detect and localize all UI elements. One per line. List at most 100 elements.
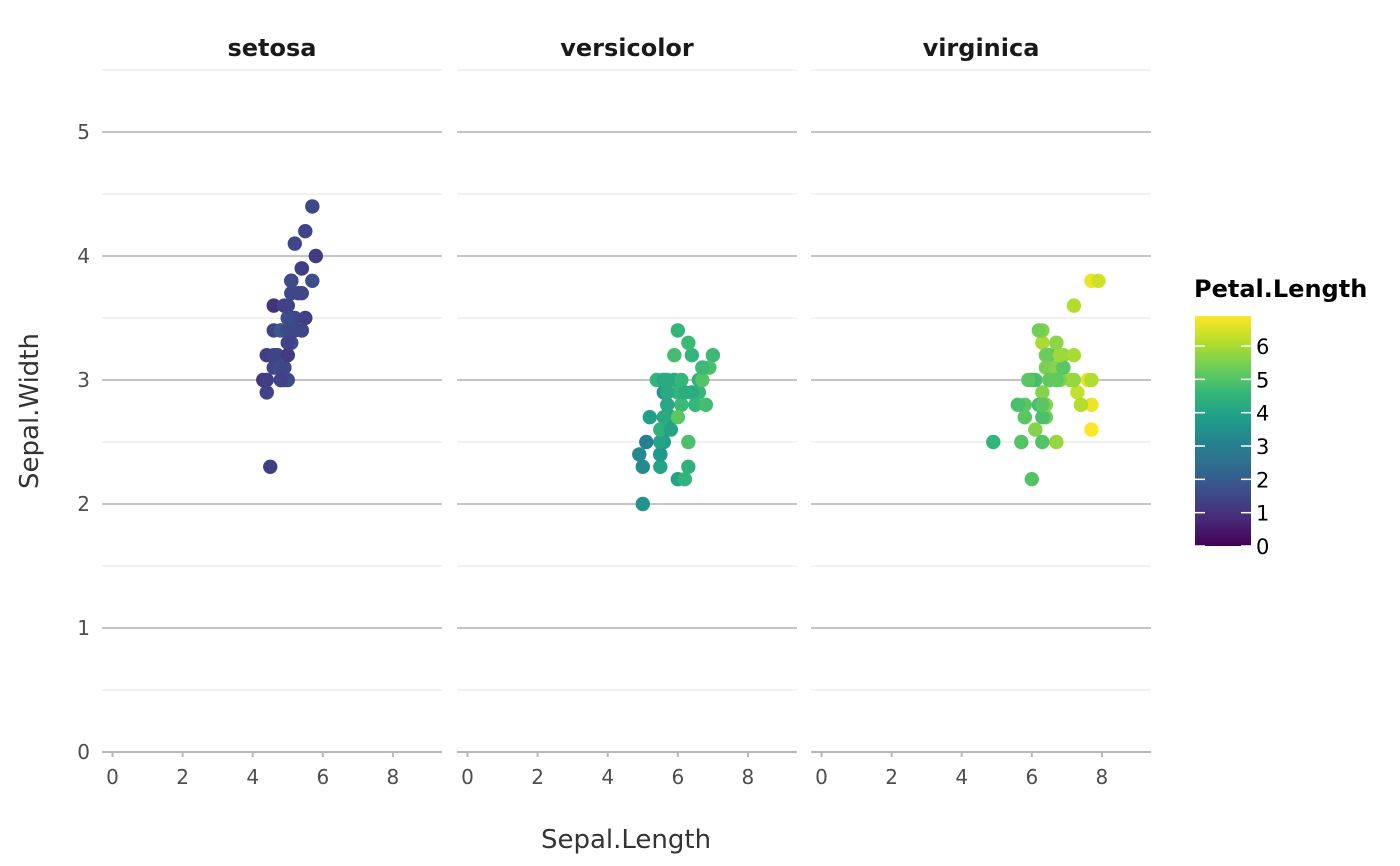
data-point (653, 447, 668, 462)
data-point (653, 422, 668, 437)
data-point (1052, 348, 1068, 363)
data-point (660, 397, 675, 412)
data-point (653, 434, 668, 450)
x-tick-label: 4 (955, 765, 968, 789)
x-tick-label: 4 (601, 765, 614, 789)
data-point (653, 459, 668, 474)
data-point (298, 224, 313, 239)
data-point (277, 298, 292, 313)
y-tick-label: 2 (77, 492, 90, 516)
facet-strip-title: setosa (227, 34, 316, 62)
x-tick-label: 0 (106, 765, 119, 789)
data-point (1035, 335, 1050, 350)
facet-strip-title: versicolor (560, 34, 694, 62)
data-point (266, 348, 281, 363)
data-point (670, 410, 686, 425)
data-point (1066, 348, 1082, 363)
y-tick-label: 1 (77, 616, 90, 640)
data-point (1042, 372, 1057, 388)
data-point (639, 434, 654, 450)
x-tick-label: 2 (531, 765, 544, 789)
data-point (1035, 397, 1050, 412)
data-point (263, 459, 278, 474)
legend-tick-label: 5 (1256, 368, 1269, 392)
data-point (1049, 335, 1064, 350)
data-point (1066, 372, 1082, 388)
data-point (1035, 434, 1050, 450)
panel-virginica: 0 2 4 6 8 virginica (811, 34, 1151, 789)
data-point (298, 310, 313, 326)
data-point (1084, 372, 1099, 388)
x-axis-title: Sepal.Length (541, 825, 711, 855)
legend-tick-label: 1 (1256, 502, 1269, 526)
data-point (1035, 410, 1050, 425)
x-tick-label: 8 (387, 765, 400, 789)
data-point (1021, 372, 1036, 388)
legend-colorbar (1195, 316, 1251, 546)
x-tick-label: 2 (885, 765, 898, 789)
data-point (663, 422, 679, 437)
data-point (674, 372, 689, 388)
data-point (986, 434, 1001, 450)
data-point (1031, 323, 1047, 338)
data-point (280, 310, 295, 326)
data-point (1010, 397, 1026, 412)
data-point (1024, 472, 1040, 487)
data-point (681, 335, 696, 350)
data-point (280, 348, 295, 363)
data-point (305, 199, 320, 214)
legend-tick-label: 6 (1256, 335, 1269, 359)
data-point (677, 472, 693, 487)
data-point (681, 459, 696, 474)
data-point (287, 236, 302, 251)
x-tick-label: 0 (815, 765, 828, 789)
data-point (1070, 385, 1085, 400)
data-point (1049, 434, 1064, 450)
y-tick-label: 3 (77, 368, 90, 392)
data-point (698, 397, 714, 412)
data-point (656, 410, 672, 425)
data-point (681, 434, 696, 450)
data-point (1038, 360, 1054, 375)
x-tick-label: 8 (1096, 765, 1109, 789)
legend-tick-label: 4 (1256, 402, 1269, 426)
data-point (677, 385, 693, 400)
data-point (273, 372, 288, 388)
panels-layer: 0 2 4 6 8 setosa 0 2 4 6 8 versicolor 0 2 4 6 8 virginica… (77, 34, 1151, 789)
data-point (266, 298, 281, 313)
data-point (294, 323, 309, 338)
data-point (1073, 397, 1089, 412)
data-point (660, 385, 675, 400)
x-tick-label: 6 (316, 765, 329, 789)
x-tick-label: 6 (1025, 765, 1038, 789)
data-point (277, 360, 292, 375)
data-point (667, 348, 682, 363)
x-tick-label: 0 (461, 765, 474, 789)
data-point (308, 248, 324, 264)
data-point (1028, 422, 1043, 437)
data-point (1084, 397, 1099, 412)
x-tick-label: 8 (742, 765, 755, 789)
data-point (695, 372, 710, 388)
data-point (688, 397, 703, 412)
x-tick-label: 4 (246, 765, 259, 789)
data-point (259, 372, 274, 388)
y-tick-label: 4 (77, 244, 90, 268)
data-point (1035, 385, 1050, 400)
data-point (294, 261, 309, 276)
legend-tick-label: 3 (1256, 435, 1269, 459)
data-point (670, 323, 686, 338)
data-point (705, 348, 721, 363)
data-point (1014, 434, 1029, 450)
data-point (280, 335, 295, 350)
data-point (1091, 273, 1106, 288)
y-tick-label: 0 (77, 740, 90, 764)
panel-versicolor: 0 2 4 6 8 versicolor (457, 34, 797, 789)
data-point (1056, 360, 1071, 375)
data-point (259, 385, 274, 400)
facet-strip-title: virginica (923, 34, 1040, 62)
data-point (642, 410, 657, 425)
legend-tick-label: 2 (1256, 468, 1269, 492)
legend-tick-label: 0 (1256, 535, 1269, 559)
